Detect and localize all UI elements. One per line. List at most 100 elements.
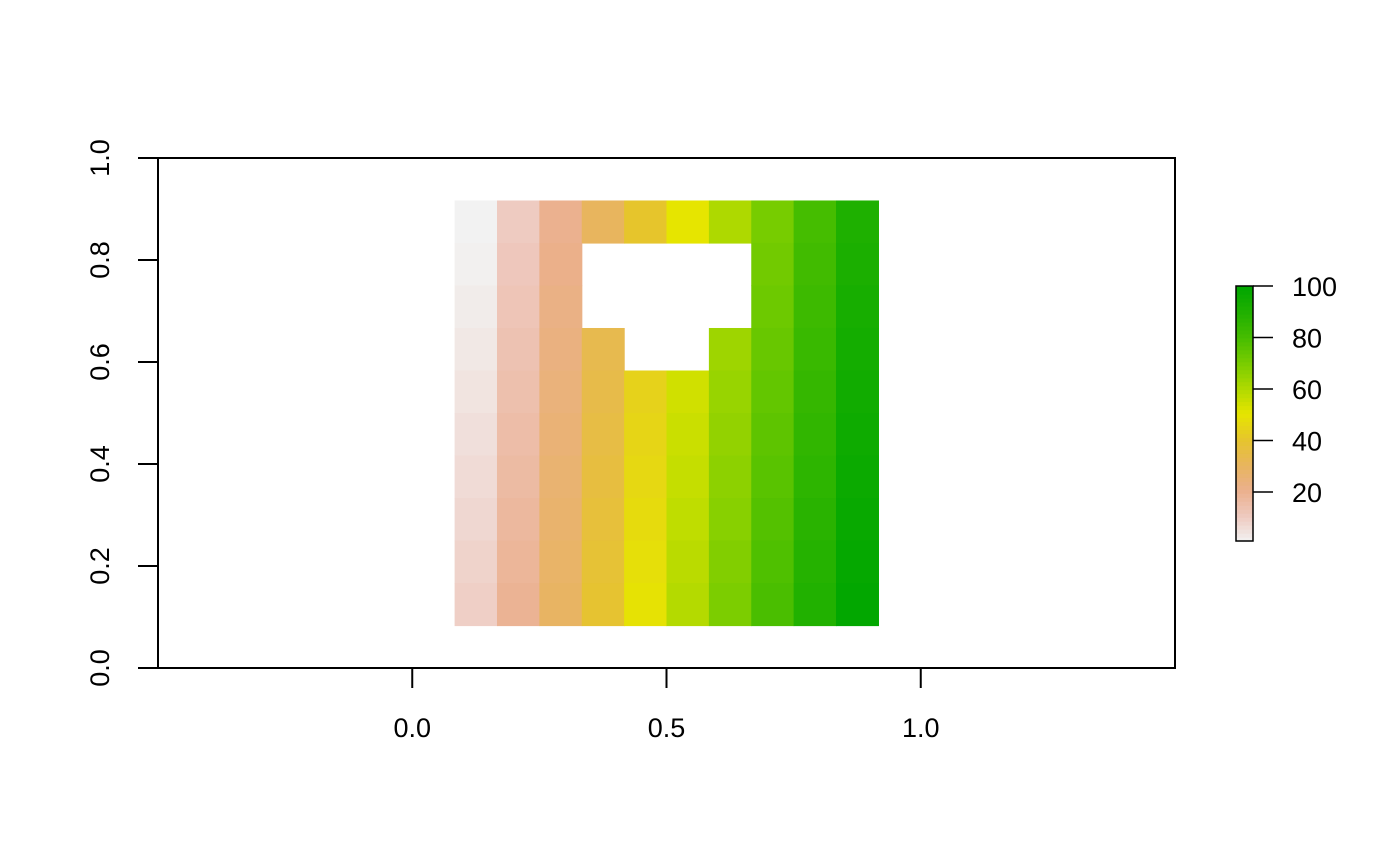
legend-swatch <box>1236 349 1253 355</box>
raster-cell <box>751 583 795 627</box>
raster-cell <box>454 285 498 329</box>
raster-cell <box>793 583 837 627</box>
legend-swatch <box>1236 521 1253 526</box>
legend-swatch <box>1236 397 1253 403</box>
legend-swatch <box>1236 317 1253 323</box>
raster-cell <box>836 455 879 499</box>
y-tick-label: 0.2 <box>85 547 115 585</box>
legend-swatch <box>1236 421 1253 427</box>
legend-swatch <box>1236 473 1253 478</box>
raster-cell <box>751 413 795 457</box>
legend-swatch <box>1236 465 1253 470</box>
raster-cell <box>539 498 583 542</box>
raster-cell <box>539 327 583 372</box>
raster-cell <box>454 455 498 499</box>
legend-swatch <box>1236 353 1253 359</box>
legend-swatch <box>1236 361 1253 367</box>
legend-swatch <box>1236 401 1253 407</box>
raster-cell <box>454 540 498 584</box>
legend-swatch <box>1236 477 1253 482</box>
raster-cell <box>836 583 879 627</box>
legend-swatch <box>1236 286 1253 291</box>
raster-cell <box>751 285 795 329</box>
legend-swatch <box>1236 369 1253 375</box>
legend-swatch <box>1236 321 1253 327</box>
legend-tick-label: 40 <box>1292 427 1322 457</box>
raster-cell <box>836 413 879 457</box>
legend-swatch <box>1236 429 1253 435</box>
legend-swatch <box>1236 441 1253 446</box>
raster-cell <box>666 455 710 499</box>
y-tick-label: 0.4 <box>85 445 115 483</box>
legend-swatch <box>1236 337 1253 343</box>
raster-cell <box>454 327 498 372</box>
legend-swatch <box>1236 425 1253 431</box>
raster-cell <box>539 540 583 584</box>
legend-swatch <box>1236 345 1253 351</box>
legend-swatch <box>1236 489 1253 494</box>
raster-cell <box>836 200 879 244</box>
legend-swatch <box>1236 449 1253 454</box>
legend-swatch <box>1236 381 1253 387</box>
raster-cell <box>751 455 795 499</box>
raster-cell <box>793 455 837 499</box>
raster-cell <box>751 370 795 414</box>
legend-swatch <box>1236 457 1253 462</box>
raster-cell <box>708 498 752 542</box>
raster-cell <box>624 583 668 627</box>
legend-swatch <box>1236 365 1253 371</box>
raster-cell <box>496 285 540 329</box>
legend-swatch <box>1236 309 1253 315</box>
raster-cell <box>793 200 837 244</box>
legend-swatch <box>1236 517 1253 522</box>
legend-swatch <box>1236 293 1253 299</box>
raster-cell <box>539 200 583 244</box>
legend-swatch <box>1236 501 1253 506</box>
raster-cell <box>454 413 498 457</box>
raster-cell <box>581 583 625 627</box>
raster-cell <box>836 540 879 584</box>
raster-cell <box>496 370 540 414</box>
raster-cell <box>496 200 540 244</box>
raster-cell <box>496 583 540 627</box>
raster-cell <box>708 413 752 457</box>
legend-swatch <box>1236 453 1253 458</box>
raster-cell <box>666 200 710 244</box>
raster-cell <box>624 455 668 499</box>
raster-cell <box>836 285 879 329</box>
raster-cell <box>793 498 837 542</box>
raster-cell <box>666 540 710 584</box>
legend-tick-label: 20 <box>1292 478 1322 508</box>
legend-swatch <box>1236 413 1253 419</box>
raster-cell <box>539 370 583 414</box>
raster-cell <box>666 583 710 627</box>
legend-swatch <box>1236 433 1253 438</box>
legend-swatch <box>1236 513 1253 518</box>
legend-swatch <box>1236 301 1253 307</box>
raster-cell <box>708 327 752 372</box>
raster-cell <box>751 327 795 372</box>
legend-swatch <box>1236 409 1253 415</box>
raster-cell <box>454 370 498 414</box>
legend-swatch <box>1236 297 1253 303</box>
raster-cell <box>624 200 668 244</box>
legend-swatch <box>1236 493 1253 498</box>
raster-cell <box>539 583 583 627</box>
raster-cell <box>581 413 625 457</box>
raster-cell <box>539 455 583 499</box>
raster-cell <box>581 498 625 542</box>
raster-cell <box>793 327 837 372</box>
raster-cell <box>708 455 752 499</box>
raster-cell <box>836 242 879 287</box>
legend-swatch <box>1236 509 1253 514</box>
y-tick-label: 1.0 <box>85 139 115 177</box>
legend-swatch <box>1236 389 1253 395</box>
raster-cell <box>793 413 837 457</box>
legend-swatch <box>1236 437 1253 442</box>
legend-swatch <box>1236 481 1253 486</box>
raster-cell <box>793 540 837 584</box>
raster-cell <box>496 242 540 287</box>
raster-cell <box>751 242 795 287</box>
raster-cell <box>793 242 837 287</box>
legend-swatch <box>1236 393 1253 399</box>
